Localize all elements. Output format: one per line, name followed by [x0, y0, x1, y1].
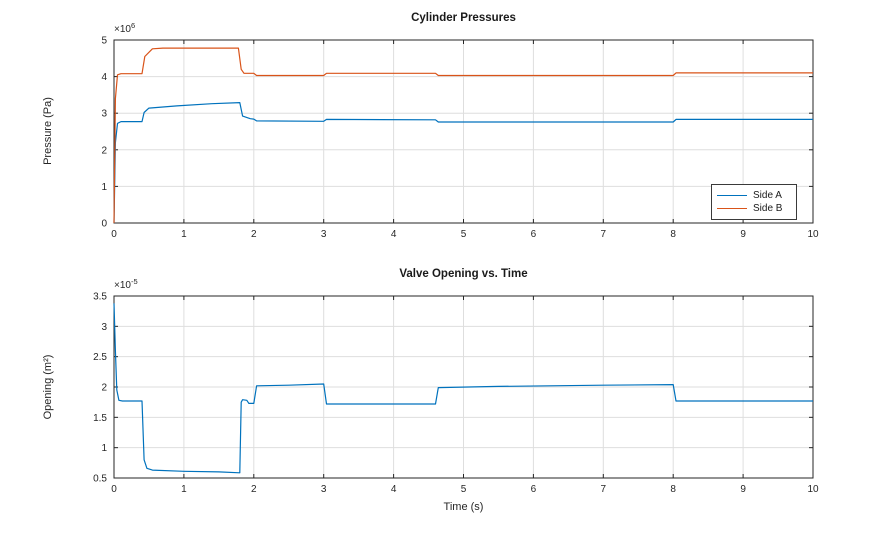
svg-text:0: 0 [101, 219, 107, 230]
svg-text:8: 8 [670, 484, 676, 495]
svg-text:4: 4 [101, 72, 107, 83]
svg-text:7: 7 [601, 229, 607, 240]
legend[interactable]: Side A Side B [711, 184, 797, 220]
series-line-side-b [113, 47, 813, 224]
legend-item-side-a[interactable]: Side A [717, 189, 791, 202]
series-line-side-a [113, 102, 813, 224]
svg-text:5: 5 [461, 229, 467, 240]
svg-text:3: 3 [101, 322, 107, 333]
valve-plot-title: Valve Opening vs. Time [399, 268, 528, 280]
svg-text:1: 1 [101, 182, 107, 193]
svg-text:0: 0 [111, 484, 117, 495]
legend-label-side-a: Side A [753, 190, 782, 201]
svg-text:4: 4 [391, 484, 397, 495]
series-line-opening [113, 303, 813, 474]
svg-text:9: 9 [740, 484, 746, 495]
time-x-axis-label: Time (s) [443, 501, 484, 513]
svg-text:6: 6 [531, 229, 537, 240]
svg-text:1: 1 [181, 484, 187, 495]
svg-text:1: 1 [181, 229, 187, 240]
svg-text:8: 8 [670, 229, 676, 240]
legend-item-side-b[interactable]: Side B [717, 202, 791, 215]
svg-text:2.5: 2.5 [93, 352, 107, 363]
svg-text:3.5: 3.5 [93, 292, 107, 303]
svg-text:10: 10 [807, 484, 819, 495]
svg-text:2: 2 [101, 145, 107, 156]
axes-1: 0 1 2 3 4 5 6 7 8 9 10 0.5 1 1.5 2 2.5 3 3.5 ×10-5 [93, 277, 819, 495]
svg-text:2: 2 [251, 484, 257, 495]
svg-text:2: 2 [101, 383, 107, 394]
svg-text:9: 9 [740, 229, 746, 240]
svg-text:1.5: 1.5 [93, 413, 107, 424]
svg-text:0.5: 0.5 [93, 474, 107, 485]
svg-text:3: 3 [321, 229, 327, 240]
svg-text:5: 5 [101, 36, 107, 47]
svg-text:3: 3 [101, 109, 107, 120]
svg-text:3: 3 [321, 484, 327, 495]
side-b-line-swatch [717, 208, 747, 209]
svg-text:0: 0 [111, 229, 117, 240]
svg-text:6: 6 [531, 484, 537, 495]
svg-text:7: 7 [601, 484, 607, 495]
svg-text:2: 2 [251, 229, 257, 240]
legend-label-side-b: Side B [753, 203, 783, 214]
svg-text:1: 1 [101, 443, 107, 454]
svg-text:5: 5 [461, 484, 467, 495]
svg-text:4: 4 [391, 229, 397, 240]
svg-text:×106: ×106 [114, 21, 135, 35]
pressure-plot-title: Cylinder Pressures [411, 12, 516, 24]
svg-text:×10-5: ×10-5 [114, 277, 138, 291]
side-a-line-swatch [717, 195, 747, 196]
svg-text:10: 10 [807, 229, 819, 240]
